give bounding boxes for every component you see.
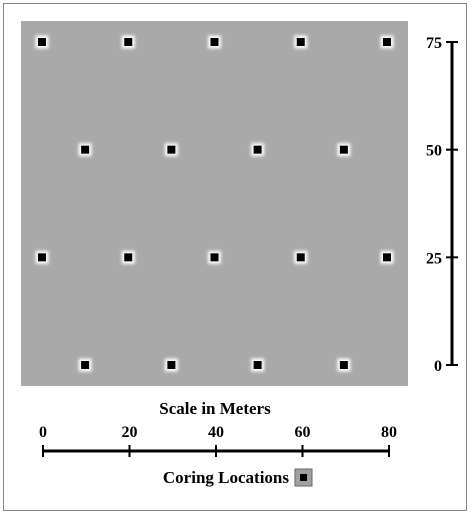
marker-square [210, 38, 219, 46]
marker-square [253, 361, 262, 369]
coring-markers [35, 35, 394, 372]
coring-location-marker [294, 250, 308, 264]
horizontal-tick-label: 20 [122, 424, 138, 441]
horizontal-tick-label: 0 [39, 424, 47, 441]
coring-location-marker [337, 358, 351, 372]
horizontal-tick-label: 40 [208, 424, 224, 441]
horizontal-tick-label: 80 [381, 424, 397, 441]
coring-location-marker [337, 143, 351, 157]
marker-square [81, 361, 90, 369]
coring-location-marker [208, 35, 221, 49]
marker-square [124, 253, 133, 262]
sampling-grid-area [21, 21, 408, 386]
coring-location-marker [78, 143, 92, 157]
legend-label: Coring Locations [163, 468, 289, 487]
marker-square [339, 145, 348, 154]
marker-square [124, 38, 133, 46]
vertical-tick-label: 50 [426, 143, 442, 160]
legend: Coring Locations [163, 468, 313, 487]
marker-square [339, 361, 348, 369]
coring-location-marker [121, 35, 135, 49]
vertical-tick-label: 75 [426, 35, 442, 52]
coring-location-marker [164, 143, 178, 157]
scale-title: Scale in Meters [159, 399, 271, 418]
horizontal-tick-label: 60 [295, 424, 311, 441]
marker-square [38, 253, 46, 262]
marker-square [253, 145, 262, 154]
coring-location-marker [251, 358, 265, 372]
horizontal-scale: 0 20 40 60 80 [39, 424, 397, 457]
coring-location-marker [208, 250, 221, 264]
vertical-tick-label: 0 [434, 358, 442, 375]
marker-square [383, 253, 391, 262]
coring-location-marker [380, 35, 394, 49]
vertical-tick-label: 25 [426, 250, 442, 267]
coring-location-marker [78, 358, 92, 372]
marker-square [167, 361, 176, 369]
coring-location-marker [251, 143, 265, 157]
marker-square [210, 253, 219, 262]
coring-location-marker [35, 35, 49, 49]
marker-square [38, 38, 46, 46]
coring-location-marker [164, 358, 178, 372]
coring-location-marker [121, 250, 135, 264]
vertical-scale: 0 25 50 75 [426, 35, 458, 375]
coring-location-marker [35, 250, 49, 264]
marker-square [296, 38, 305, 46]
coring-location-marker [294, 35, 308, 49]
square-marker-icon [300, 474, 307, 481]
marker-square [383, 38, 391, 46]
marker-square [81, 145, 90, 154]
marker-square [296, 253, 305, 262]
coring-location-marker [380, 250, 394, 264]
marker-square [167, 145, 176, 154]
